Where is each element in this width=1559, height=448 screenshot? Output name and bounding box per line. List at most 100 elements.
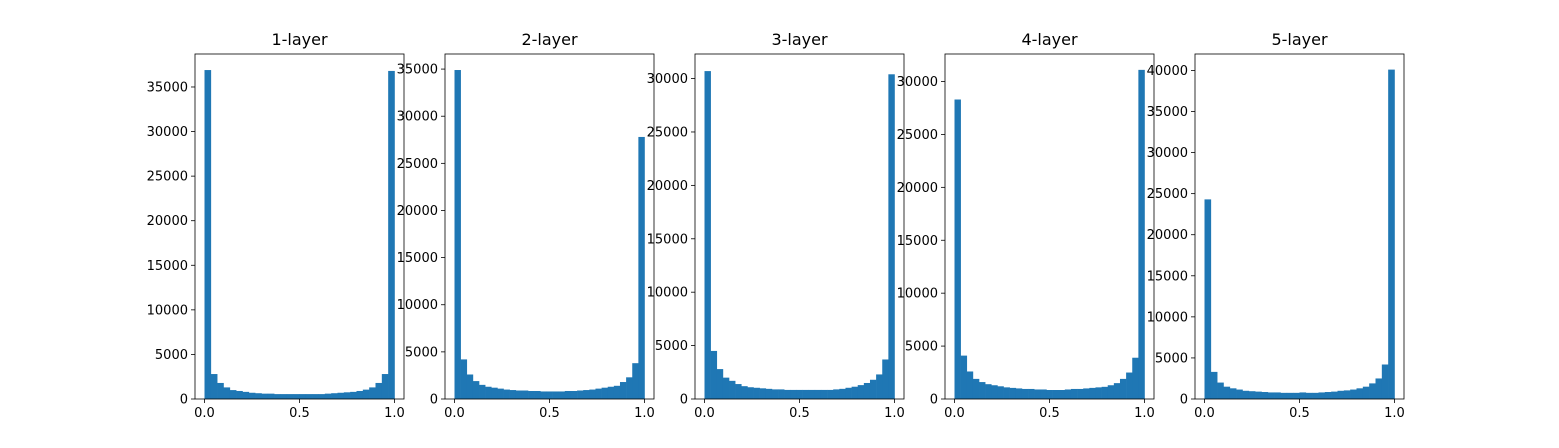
x-tick-label: 0.0: [694, 406, 715, 421]
histogram-bar: [741, 386, 748, 399]
histogram-bar: [845, 387, 852, 399]
histogram-bar: [1369, 383, 1376, 399]
y-tick-label: 35000: [147, 80, 188, 95]
histogram-bar: [747, 387, 754, 399]
y-tick-label: 30000: [647, 72, 688, 87]
x-tick-label: 1.0: [1384, 406, 1405, 421]
histogram-bar: [1126, 372, 1133, 399]
histogram-bar: [337, 392, 345, 399]
histogram-bar: [1267, 392, 1275, 399]
y-tick-label: 0: [180, 393, 188, 408]
histogram-bar: [331, 393, 338, 399]
histogram-bar: [1331, 391, 1338, 399]
histogram-bar: [802, 389, 809, 399]
y-tick-label: 30000: [147, 125, 188, 140]
histogram-bar: [626, 377, 633, 399]
histogram-bar: [381, 374, 389, 399]
subplot-2: 0.0 0.5 1.0 0 5000 10000 15000 20000 25000 30000 3…: [397, 30, 655, 421]
histogram-bar: [299, 394, 307, 399]
histogram-bar: [632, 363, 639, 399]
histogram-bar: [607, 386, 615, 399]
histogram-bar: [1070, 388, 1078, 399]
y-tick-label: 10000: [147, 303, 188, 318]
x-tick-label: 1.0: [384, 406, 405, 421]
histogram-bar: [1229, 388, 1237, 399]
histogram-bar: [217, 382, 224, 399]
y-tick-label: 5000: [405, 345, 438, 360]
y-tick-label: 25000: [397, 157, 438, 172]
histogram-bar: [305, 394, 313, 399]
x-tick-label: 0.5: [289, 406, 310, 421]
histogram-bar: [472, 381, 480, 399]
histogram-bar: [248, 392, 256, 399]
y-tick-label: 5000: [655, 339, 688, 354]
histogram-bar: [954, 99, 961, 399]
x-tick-label: 1.0: [634, 406, 655, 421]
histogram-bar: [1242, 390, 1250, 399]
y-tick-label: 40000: [1147, 64, 1188, 79]
x-tick-label: 1.0: [884, 406, 905, 421]
y-tick-label: 15000: [897, 234, 938, 249]
histogram-bar: [362, 389, 370, 399]
histogram-bar: [765, 388, 773, 399]
axes-frame: [444, 53, 655, 400]
histogram-bar: [869, 379, 877, 399]
histogram-bar: [375, 382, 383, 399]
histogram-bar: [356, 390, 364, 399]
histogram-bar: [1261, 392, 1269, 399]
y-tick-label: 20000: [147, 214, 188, 229]
histogram-bar: [521, 390, 529, 399]
histogram-bar: [350, 391, 357, 399]
histogram-bar: [558, 391, 566, 399]
histogram-bar: [229, 390, 237, 399]
histogram-bar: [274, 394, 281, 399]
histogram-bar: [979, 382, 986, 399]
histogram-bar: [1324, 392, 1332, 399]
histogram-bar: [1210, 371, 1218, 399]
histogram-bar: [808, 389, 816, 399]
histogram-bar: [1217, 382, 1224, 399]
histogram-bar: [1248, 391, 1256, 399]
histogram-bar: [857, 385, 865, 399]
histogram-bar: [827, 389, 834, 399]
histogram-bar: [1077, 388, 1084, 399]
y-tick-label: 10000: [647, 286, 688, 301]
y-tick-label: 0: [930, 393, 938, 408]
y-tick-label: 5000: [155, 348, 188, 363]
histogram-bar: [1255, 391, 1262, 399]
axes-frame: [194, 53, 405, 400]
histogram-bar: [1286, 392, 1294, 399]
y-tick-label: 25000: [147, 170, 188, 185]
histogram-bar: [242, 391, 250, 399]
histogram-bar: [1028, 388, 1035, 399]
histogram-bar: [485, 386, 492, 399]
y-tick-label: 15000: [397, 251, 438, 266]
histogram-bar: [236, 390, 243, 399]
axes-frame: [694, 53, 905, 400]
histogram-bar: [223, 387, 231, 399]
histogram-bar: [1305, 392, 1313, 399]
histogram-bar: [595, 388, 602, 399]
histogram-bar: [985, 384, 992, 399]
histogram-bar: [784, 389, 791, 399]
histogram-bar: [753, 387, 760, 399]
histogram-bar: [1064, 389, 1072, 399]
histogram-bar: [343, 392, 351, 399]
x-tick-label: 0.0: [444, 406, 465, 421]
histogram-bar: [1280, 392, 1288, 399]
histogram-bar: [293, 394, 300, 399]
histogram-bar: [1040, 389, 1047, 399]
histogram-bar: [534, 390, 541, 399]
histogram-bar: [491, 387, 498, 399]
histogram-bar: [960, 355, 968, 399]
histogram-bar: [1350, 389, 1357, 399]
y-tick-label: 35000: [1147, 105, 1188, 120]
histogram-bar: [1119, 378, 1127, 399]
histogram-bar: [570, 390, 578, 399]
histogram-bar: [638, 136, 645, 399]
histogram-bar: [369, 387, 376, 399]
histogram-bar: [1204, 199, 1212, 399]
histogram-bar: [729, 380, 736, 399]
subplot-3: 0.0 0.5 1.0 0 5000 10000 15000 20000 25000 30000 3…: [647, 30, 905, 421]
histogram-bar: [771, 389, 779, 399]
